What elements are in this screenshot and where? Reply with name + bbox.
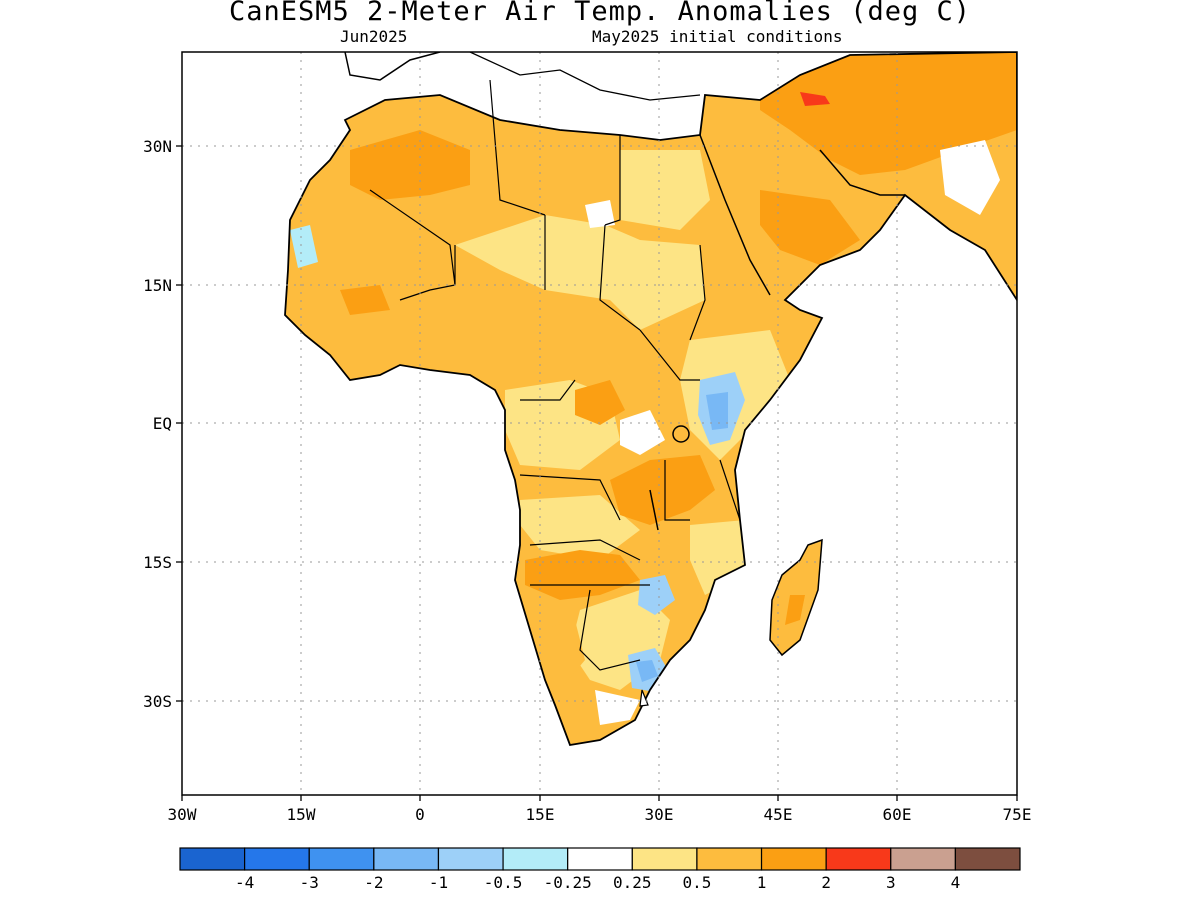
initial-conditions: May2025 initial conditions [592,27,843,46]
colorbar-swatch [567,847,633,871]
colorbar-swatch [825,847,892,871]
lat-label: 15N [143,276,172,295]
map-title: CanESM5 2-Meter Air Temp. Anomalies (deg… [229,0,971,27]
coastline [284,52,1017,747]
lon-label: 60E [883,805,912,824]
colorbar-swatch [308,847,375,871]
lat-label: 30S [143,692,172,711]
lat-label: EQ [153,414,172,433]
colorbar-label: -2 [364,873,383,892]
colorbar-label: 2 [821,873,831,892]
colorbar-swatch [244,847,310,871]
colorbar-swatch [437,847,504,871]
lat-label: 15S [143,553,172,572]
colorbar [179,847,1021,871]
colorbar-swatch [890,847,956,871]
colorbar-label: -4 [235,873,254,892]
colorbar-label: 3 [886,873,896,892]
lat-label: 30N [143,137,172,156]
colorbar-labels: -4 -3 -2 -1 -0.5 -0.25 0.25 0.5 1 2 3 4 [235,873,960,892]
lon-label: 30E [645,805,674,824]
colorbar-label: 1 [757,873,767,892]
colorbar-swatch [631,847,698,871]
colorbar-swatch [696,847,763,871]
lon-label: 0 [415,805,425,824]
lon-label: 30W [168,805,197,824]
colorbar-swatch [954,847,1021,871]
colorbar-swatch [373,847,440,871]
colorbar-label: -0.5 [484,873,523,892]
colorbar-swatch [502,847,569,871]
lon-label: 75E [1003,805,1032,824]
colorbar-label: 4 [951,873,961,892]
colorbar-swatch [760,847,827,871]
gridlines [182,52,1017,795]
colorbar-label: -3 [300,873,319,892]
lon-label: 15W [287,805,316,824]
colorbar-label: 0.25 [613,873,652,892]
colorbar-label: 0.5 [682,873,711,892]
colorbar-label: -1 [429,873,448,892]
forecast-month: Jun2025 [340,27,408,46]
lon-label: 15E [526,805,555,824]
colorbar-swatch [179,847,246,871]
colorbar-label: -0.25 [544,873,592,892]
country-borders [369,79,741,671]
lon-label: 45E [764,805,793,824]
